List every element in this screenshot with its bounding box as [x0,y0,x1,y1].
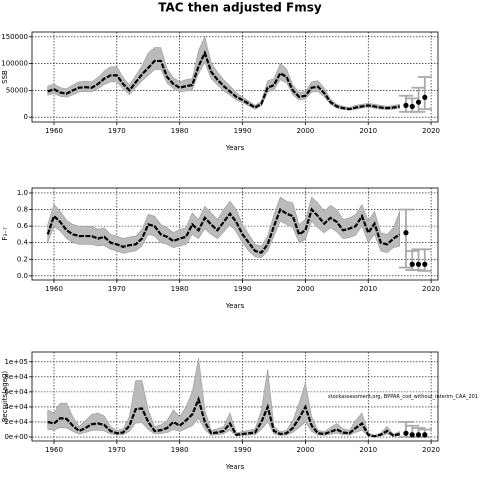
y-tick-label: 0.4 [17,239,29,247]
estimate-line [46,207,401,254]
y-tick-label: 0.0 [17,272,28,280]
y-tick-label: 100000 [1,60,28,68]
y-tick-label: 0.2 [17,255,28,263]
y-tick-label: 1.0 [17,189,28,197]
x-tick-label: 1990 [234,127,252,135]
y-tick-label: 0.6 [17,222,29,230]
estimate-line [47,396,400,438]
chart-title: TAC then adjusted Fmsy [158,1,322,15]
x-tick-label: 1970 [108,127,126,135]
confidence-band [47,35,400,111]
projection-point [403,102,409,108]
projection-point [409,432,415,438]
x-tick-label: 2000 [296,285,314,293]
x-tick-label: 2010 [359,446,377,454]
projection-point [422,432,428,438]
x-tick-label: 1960 [45,285,63,293]
x-tick-label: 1990 [234,446,252,454]
x-tick-label: 2020 [422,285,440,293]
y-tick-label: 0.8 [17,206,28,214]
projection-point [422,94,428,100]
projection-point [422,261,428,267]
x-tick-label: 2000 [296,446,314,454]
y-tick-label: 8e+04 [4,373,28,381]
plot-frame [31,187,439,281]
annotation: stockassessment.org, BPPAR_cod_without_i… [328,394,478,400]
x-tick-label: 1980 [171,127,189,135]
projection-point [403,430,409,436]
confidence-band [47,357,400,437]
plot-frame [31,351,439,442]
projection-point [415,432,422,438]
y-tick-label: 0e+00 [4,433,28,441]
x-axis-label: Years [225,144,245,152]
x-tick-label: 2010 [359,285,377,293]
x-tick-label: 1970 [108,446,126,454]
plot-frame [31,31,439,123]
y-axis-label: Recruits(age0) [1,371,9,423]
y-tick-label: 0 [24,113,28,121]
x-tick-label: 2020 [422,127,440,135]
x-tick-label: 1980 [171,285,189,293]
y-tick-label: 50000 [6,86,28,94]
y-axis-label: F₃₋₇ [1,227,9,241]
x-tick-label: 2000 [296,127,314,135]
projection-point [409,261,415,267]
projection-point [409,103,415,110]
projection-point [403,230,409,236]
y-axis-label: SSB [1,70,9,84]
x-tick-label: 2020 [422,446,440,454]
y-tick-label: 6e+04 [4,388,28,396]
y-tick-label: 150000 [1,33,28,41]
x-tick-label: 1970 [108,285,126,293]
estimate-line [47,49,400,111]
y-tick-label: 2e+04 [4,418,28,426]
y-tick-label: 1e+05 [4,358,28,366]
x-tick-label: 1960 [45,446,63,454]
x-axis-label: Years [225,302,245,310]
x-tick-label: 2010 [359,127,377,135]
confidence-band [47,196,400,258]
x-tick-label: 1960 [45,127,63,135]
x-axis-label: Years [225,463,245,471]
x-tick-label: 1980 [171,446,189,454]
x-tick-label: 1990 [234,285,252,293]
projection-point [415,261,422,267]
y-tick-label: 4e+04 [4,403,28,411]
projection-point [415,99,422,105]
